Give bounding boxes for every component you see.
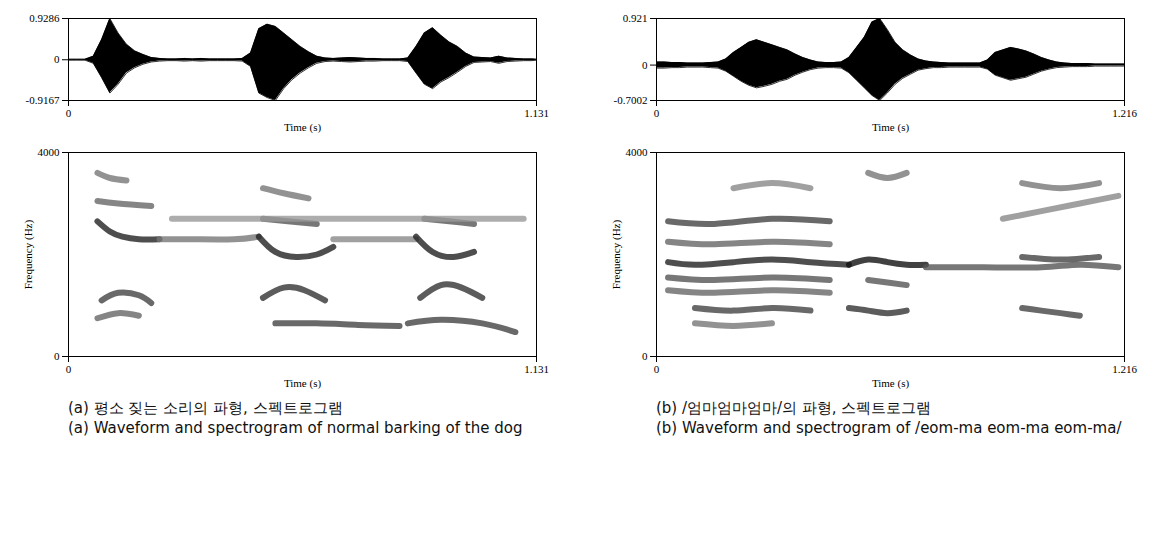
svg-text:0: 0	[54, 53, 60, 65]
svg-text:Frequency (Hz): Frequency (Hz)	[610, 220, 623, 290]
svg-text:1.131: 1.131	[524, 363, 549, 375]
svg-text:0: 0	[654, 107, 660, 119]
svg-text:4000: 4000	[626, 146, 649, 158]
svg-text:Time (s): Time (s)	[284, 377, 322, 390]
svg-text:0: 0	[66, 107, 72, 119]
svg-text:4000: 4000	[38, 146, 61, 158]
svg-text:0: 0	[642, 59, 648, 71]
svg-text:Frequency (Hz): Frequency (Hz)	[22, 220, 35, 290]
svg-text:Time (s): Time (s)	[284, 121, 322, 134]
svg-text:0: 0	[54, 350, 60, 362]
svg-text:0: 0	[654, 363, 660, 375]
svg-text:0.921: 0.921	[623, 12, 648, 24]
svg-text:1.131: 1.131	[524, 107, 549, 119]
html-text:(b) /엄마엄마엄마/의 파형, 스펙트로그램: (b) /엄마엄마엄마/의 파형, 스펙트로그램	[656, 399, 932, 417]
html-text:(a) Waveform and spectrogram o: (a) Waveform and spectrogram of normal b…	[68, 419, 523, 437]
svg-text:Time (s): Time (s)	[872, 121, 910, 134]
svg-text:Time (s): Time (s)	[872, 377, 910, 390]
svg-text:0: 0	[66, 363, 72, 375]
svg-text:-0.9167: -0.9167	[26, 94, 60, 106]
html-text:(b) Waveform and spectrogram o: (b) Waveform and spectrogram of /eom-ma …	[656, 419, 1122, 437]
html-text:(a) 평소 짖는 소리의 파형, 스펙트로그램: (a) 평소 짖는 소리의 파형, 스펙트로그램	[68, 399, 343, 417]
svg-text:1.216: 1.216	[1112, 363, 1137, 375]
svg-text:1.216: 1.216	[1112, 107, 1137, 119]
svg-text:0: 0	[642, 350, 648, 362]
svg-text:0.9286: 0.9286	[29, 12, 60, 24]
svg-text:-0.7002: -0.7002	[614, 94, 648, 106]
